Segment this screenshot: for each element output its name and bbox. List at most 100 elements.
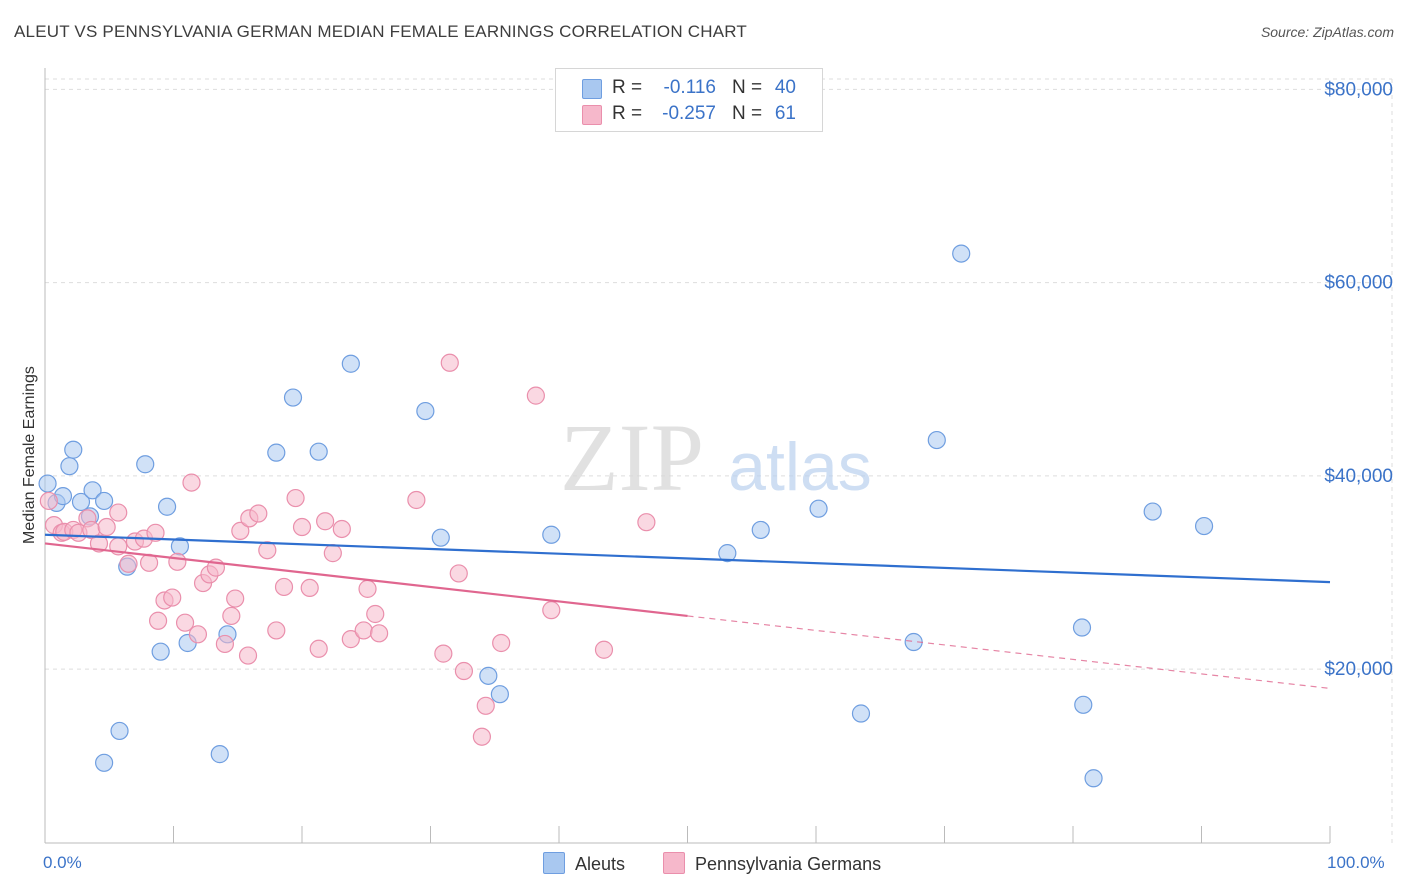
watermark-zip: ZIP: [560, 404, 704, 511]
aleut-point: [490, 685, 509, 704]
pennsylvania-german-point: [39, 491, 58, 511]
aleut-point: [416, 401, 435, 421]
legend-row-pennsylvania-germans: R = -0.257 N = 61: [556, 101, 822, 127]
pennsylvania-german-point: [341, 630, 360, 649]
pennsylvania-german-point: [175, 613, 195, 632]
pennsylvania-german-point: [300, 578, 319, 598]
legend-n-value: 61: [774, 103, 796, 124]
legend-swatch-aleuts: [543, 852, 565, 874]
y-tick-label: $20,000: [1324, 659, 1393, 680]
x-tick-label-max: 100.0%: [1327, 853, 1385, 872]
pennsylvania-german-point: [258, 541, 277, 560]
aleut-point: [267, 443, 286, 462]
aleut-point: [1074, 695, 1093, 714]
legend-n-label: N =: [732, 103, 763, 124]
aleut-point: [151, 642, 170, 661]
aleut-point: [751, 520, 770, 540]
grid-layer: [45, 78, 1393, 843]
pennsylvania-german-point: [238, 646, 258, 665]
aleut-point: [1143, 502, 1162, 521]
y-tick-label: $80,000: [1324, 79, 1393, 100]
aleut-point: [95, 491, 114, 511]
pennsylvania-german-point: [109, 503, 128, 522]
aleut-point: [136, 455, 155, 474]
pennsylvania-german-point: [370, 624, 389, 643]
aleut-point: [1072, 618, 1092, 637]
aleut-point: [431, 528, 450, 547]
pennsylvania-german-point: [119, 554, 138, 573]
pennsylvania-german-point: [440, 353, 459, 372]
axis-layer: [44, 68, 1331, 844]
pennsylvania-german-point: [354, 621, 373, 640]
aleut-point: [64, 440, 83, 459]
aleut-point: [157, 497, 177, 516]
pennsylvania-german-point: [526, 386, 545, 405]
legend-n-value: 40: [774, 77, 796, 98]
legend-label-pennsylvania-germans: Pennsylvania Germans: [695, 854, 882, 874]
pennsylvania-german-point: [316, 512, 335, 531]
legend-r-label: R =: [612, 77, 643, 98]
chart-title: ALEUT VS PENNSYLVANIA GERMAN MEDIAN FEMA…: [14, 22, 747, 41]
aleut-point: [851, 704, 871, 723]
watermark: ZIP atlas: [560, 404, 872, 511]
legend-n-label: N =: [732, 77, 763, 98]
bottom-legend-aleuts: Aleuts: [543, 852, 625, 875]
pennsylvania-german-point: [267, 621, 286, 640]
pennsylvania-german-point: [163, 588, 182, 607]
aleut-point: [210, 745, 229, 764]
pennsylvania-german-point: [358, 579, 377, 598]
aleut-point: [1084, 769, 1103, 788]
watermark-atlas: atlas: [728, 429, 872, 505]
legend-r-value: -0.257: [662, 103, 716, 124]
aleut-point: [38, 474, 57, 493]
legend-r-label: R =: [612, 103, 643, 124]
pennsylvania-german-point: [472, 727, 491, 746]
trend-line-pennsylvania-germans-projection: [687, 615, 1331, 689]
y-tick-label: $40,000: [1324, 466, 1393, 487]
pennsylvania-german-point: [323, 544, 342, 563]
pennsylvania-german-point: [332, 519, 351, 539]
pennsylvania-german-point: [215, 634, 234, 654]
pennsylvania-german-point: [188, 625, 208, 644]
pennsylvania-german-point: [309, 639, 328, 658]
pennsylvania-german-point: [454, 661, 474, 681]
trend-layer: [44, 533, 1331, 689]
y-tick-label: $60,000: [1324, 273, 1393, 294]
aleut-point: [542, 525, 561, 544]
legend-swatch-pennsylvania-germans: [663, 852, 685, 874]
pennsylvania-german-point: [148, 611, 168, 630]
pennsylvania-german-point: [449, 564, 468, 583]
pennsylvania-german-point: [168, 552, 187, 571]
pennsylvania-german-point: [434, 644, 453, 663]
pennsylvania-german-point: [274, 577, 294, 597]
legend-swatch-pennsylvania-germans: [582, 105, 602, 125]
bottom-legend-pennsylvania-germans: Pennsylvania Germans: [663, 852, 881, 875]
pennsylvania-german-point: [637, 513, 656, 532]
pennsylvania-german-point: [97, 517, 116, 537]
aleut-point: [718, 544, 737, 563]
pennsylvania-german-point: [89, 534, 109, 553]
aleut-point: [83, 481, 102, 500]
y-tick-labels: $20,000 $40,000 $60,000 $80,000: [1324, 79, 1393, 680]
aleut-point: [60, 457, 79, 476]
aleut-point: [1194, 516, 1214, 536]
source-label: Source: ZipAtlas.com: [1260, 24, 1394, 40]
pennsylvania-german-point: [286, 488, 305, 508]
pennsylvania-german-point: [226, 589, 245, 608]
aleut-point: [283, 388, 303, 407]
aleut-point: [110, 721, 129, 741]
aleut-point: [71, 492, 91, 512]
pennsylvania-german-point: [492, 633, 511, 653]
legend-r-value: -0.116: [663, 77, 716, 98]
legend-label-aleuts: Aleuts: [575, 854, 626, 874]
pennsylvania-german-point: [292, 517, 312, 537]
trend-line-aleuts: [44, 533, 1331, 584]
aleut-point: [309, 442, 328, 461]
legend-row-aleuts: R = -0.116 N = 40: [556, 75, 822, 101]
pennsylvania-german-point: [249, 504, 268, 523]
pennsylvania-german-point: [222, 606, 241, 626]
pennsylvania-german-point: [182, 473, 201, 492]
aleut-point: [952, 244, 971, 263]
pennsylvania-german-point: [407, 490, 426, 510]
